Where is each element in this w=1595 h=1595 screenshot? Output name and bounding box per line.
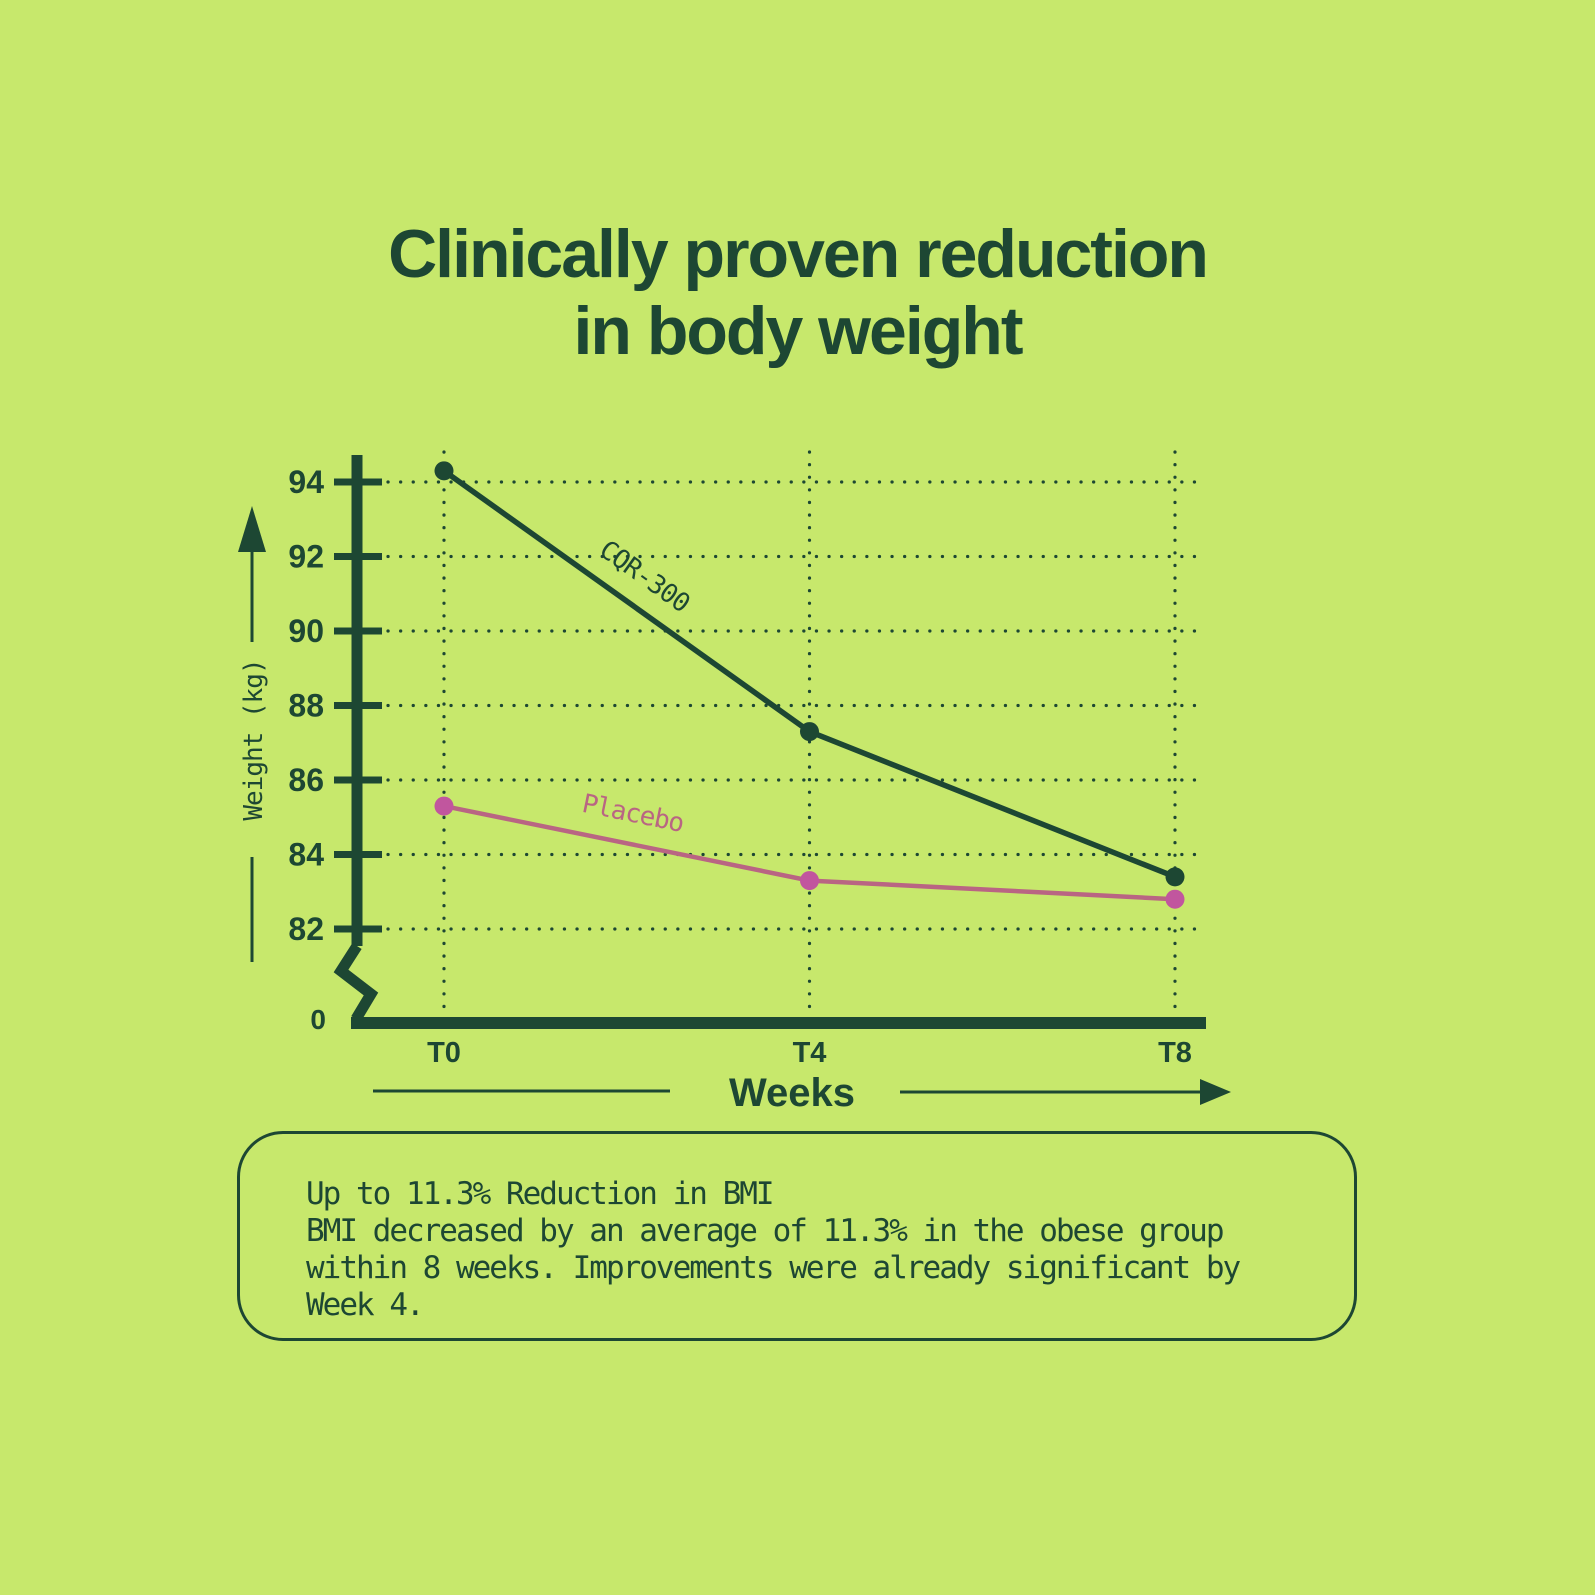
x-axis-label: Weeks: [729, 1071, 855, 1115]
data-point: [1165, 889, 1185, 909]
callout-box: Up to 11.3% Reduction in BMI BMI decreas…: [237, 1131, 1357, 1341]
y-axis-label: Weight (kg): [239, 659, 269, 820]
callout-heading: Up to 11.3% Reduction in BMI: [306, 1176, 775, 1212]
title-line-2: in body weight: [573, 292, 1024, 369]
y-tick-label: 88: [288, 688, 324, 724]
y-axis-arrow-head: [238, 506, 266, 552]
data-point: [800, 722, 819, 742]
callout-body: BMI decreased by an average of 11.3% in …: [306, 1213, 1241, 1323]
title-line-1: Clinically proven reduction: [388, 216, 1209, 292]
data-point: [1165, 867, 1185, 887]
y-tick-label: 92: [288, 539, 324, 575]
page-title: Clinically proven reduction in body weigh…: [0, 216, 1595, 370]
data-point: [434, 461, 454, 481]
y-tick-label: 84: [288, 837, 324, 873]
data-point: [434, 796, 454, 816]
y-tick-label: 0: [310, 1004, 326, 1035]
y-tick-label: 90: [288, 613, 324, 649]
series-label: Placebo: [579, 789, 685, 839]
y-tick-label: 82: [288, 911, 324, 947]
x-axis-arrow-head: [1200, 1079, 1231, 1105]
x-tick-label: T4: [793, 1037, 827, 1069]
y-tick-label: 86: [288, 762, 324, 798]
y-axis-break: [333, 943, 379, 1022]
data-point: [800, 871, 819, 891]
y-tick-label: 94: [288, 464, 324, 500]
series-label: CQR-300: [594, 535, 695, 619]
weight-line-chart: 0 82 84 86 88 90 92 94 T0 T4 T8 CQR-300 Placebo Weigh…: [238, 450, 1231, 1115]
x-tick-label: T8: [1158, 1037, 1192, 1069]
x-tick-label: T0: [427, 1037, 461, 1069]
